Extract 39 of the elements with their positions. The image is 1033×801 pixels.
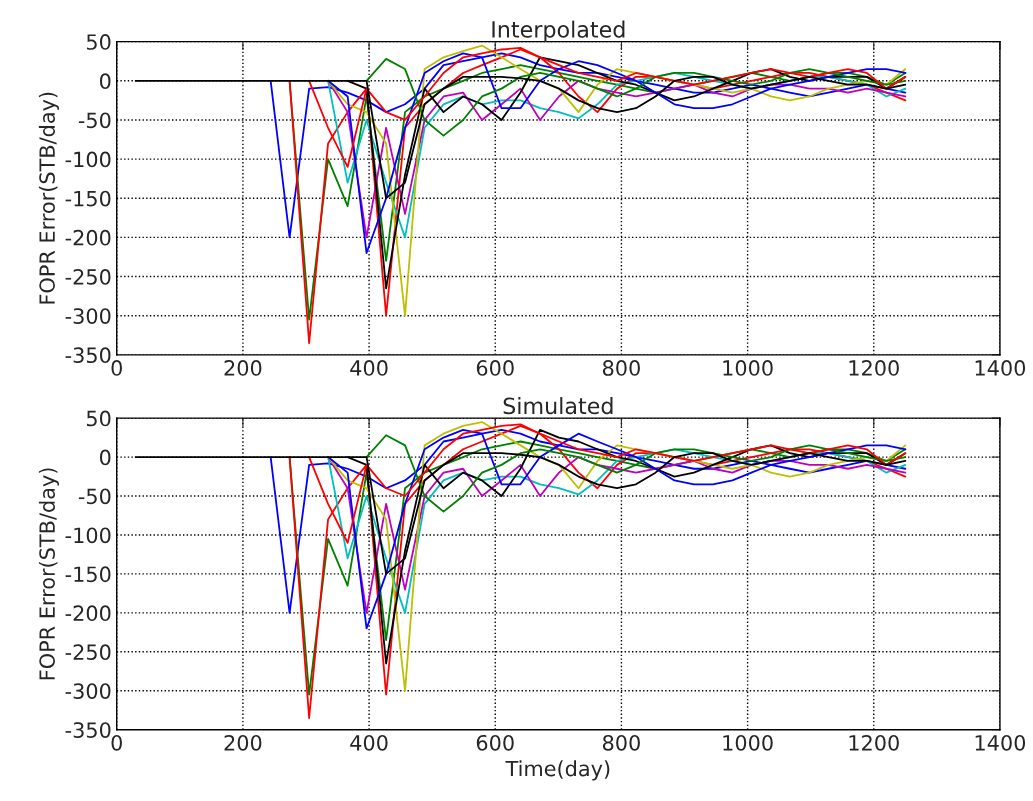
y-tick-label: 0	[99, 449, 111, 466]
y-tick-label: -300	[65, 308, 111, 324]
y-tick-label: -250	[65, 644, 111, 661]
x-tick-label: 1400	[975, 360, 1026, 376]
x-tick-label: 1200	[849, 734, 899, 751]
x-tick-label: 800	[602, 360, 640, 376]
x-tick-label: 1000	[723, 360, 773, 376]
x-tick-label: 600	[476, 734, 514, 751]
y-tick-label: -200	[65, 605, 111, 622]
y-axis-title: FOPR Error(STB/day)	[38, 92, 60, 304]
y-tick-label: -100	[65, 527, 111, 544]
x-tick-label: 1000	[723, 734, 773, 751]
y-tick-label: 50	[86, 34, 111, 50]
y-axis-title: FOPR Error(STB/day)	[38, 468, 60, 680]
x-tick-label: 1200	[849, 360, 899, 376]
x-tick-label: 800	[602, 734, 640, 751]
chart-title: Simulated	[503, 397, 613, 415]
y-tick-label: -50	[78, 112, 111, 129]
x-axis-title: Time(day)	[505, 760, 610, 781]
y-tick-label: -350	[65, 722, 111, 738]
x-tick-label: 400	[350, 360, 388, 376]
x-tick-label: 400	[350, 734, 388, 751]
y-tick-label: -150	[65, 190, 111, 207]
y-tick-label: 50	[86, 410, 111, 427]
x-tick-label: 0	[111, 734, 122, 751]
y-tick-label: -100	[65, 151, 111, 168]
x-tick-label: 1400	[975, 734, 1026, 751]
x-tick-label: 200	[224, 360, 262, 376]
x-tick-label: 200	[224, 734, 262, 751]
y-tick-label: -200	[65, 229, 111, 246]
x-tick-label: 0	[111, 360, 122, 376]
y-tick-label: -150	[65, 566, 111, 583]
y-tick-label: -350	[65, 347, 111, 364]
y-tick-label: -300	[65, 683, 111, 699]
chart-title: Interpolated	[492, 20, 625, 43]
y-tick-label: -50	[78, 488, 111, 505]
y-tick-label: -250	[65, 269, 111, 285]
x-tick-label: 600	[476, 360, 514, 376]
y-tick-label: 0	[99, 73, 111, 90]
